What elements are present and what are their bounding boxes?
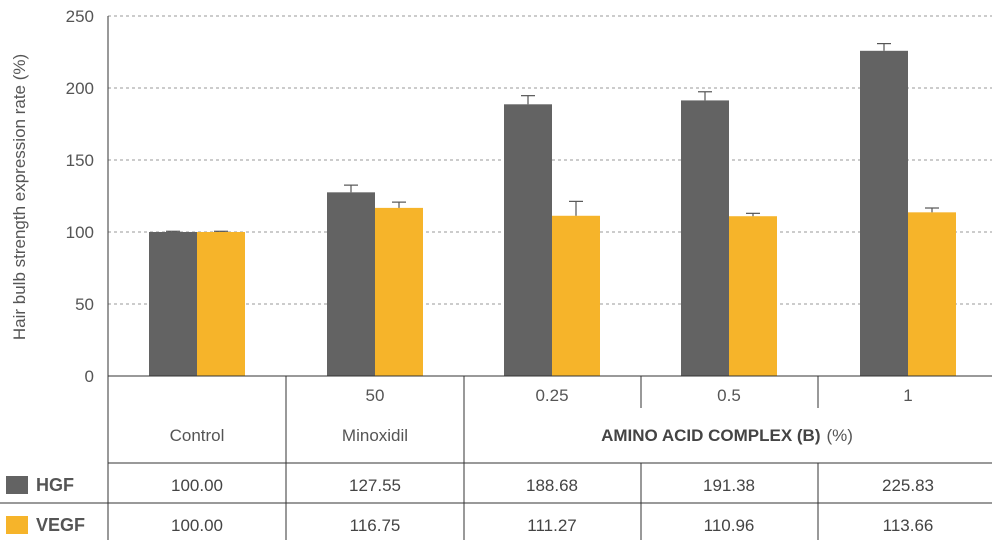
table-values: 100.00 127.55 188.68 191.38 225.83 100.00 116.…: [171, 476, 934, 535]
group-label-amino-acid-complex-unit: (%): [826, 426, 852, 445]
value-vegf-50: 116.75: [350, 516, 401, 535]
y-axis-label: Hair bulb strength expression rate (%): [10, 54, 29, 340]
value-vegf-0-5: 110.96: [704, 516, 755, 535]
group-label-amino-acid-complex: AMINO ACID COMPLEX (B) (%): [601, 426, 853, 445]
bar-hgf-0-25: [504, 104, 552, 377]
value-hgf-control: 100.00: [171, 476, 223, 495]
y-tick-labels: 0 50 100 150 200 250: [66, 7, 94, 386]
bar-hgf-1: [860, 50, 908, 376]
bar-hgf-control: [149, 232, 197, 376]
value-hgf-0-25: 188.68: [526, 476, 578, 495]
bar-vegf-0-25: [552, 215, 600, 376]
value-hgf-1: 225.83: [882, 476, 934, 495]
grid-lines: [107, 15, 992, 376]
error-bars: [166, 43, 939, 232]
y-tick-label-150: 150: [66, 151, 94, 170]
legend-swatch-hgf: [6, 476, 28, 494]
y-tick-label-0: 0: [85, 367, 94, 386]
legend-label-hgf: HGF: [36, 475, 74, 495]
value-vegf-control: 100.00: [171, 516, 223, 535]
bar-vegf-1: [908, 212, 956, 376]
group-label-minoxidil: Minoxidil: [342, 426, 408, 445]
category-label-complex-0-5: 0.5: [717, 386, 741, 405]
y-tick-label-200: 200: [66, 79, 94, 98]
value-hgf-0-5: 191.38: [703, 476, 755, 495]
group-label-control: Control: [170, 426, 225, 445]
y-tick-label-250: 250: [66, 7, 94, 26]
bar-hgf-0-5: [681, 100, 729, 376]
value-vegf-1: 113.66: [883, 516, 934, 535]
group-label-amino-acid-complex-bold: AMINO ACID COMPLEX (B): [601, 426, 820, 445]
legend-label-vegf: VEGF: [36, 515, 85, 535]
bar-hgf-50: [327, 192, 375, 376]
bar-vegf-0-5: [729, 216, 777, 376]
data-table: 50 0.25 0.5 1 Control Minoxidil AMINO AC…: [0, 375, 992, 540]
category-label-complex-0-25: 0.25: [535, 386, 568, 405]
bar-vegf-50: [375, 207, 423, 376]
bar-vegf-control: [197, 232, 245, 376]
value-vegf-0-25: 111.27: [527, 516, 576, 535]
category-label-complex-1: 1: [903, 386, 912, 405]
bars: [149, 50, 956, 377]
value-hgf-50: 127.55: [349, 476, 401, 495]
category-label-minoxidil-dose: 50: [366, 386, 385, 405]
y-tick-label-100: 100: [66, 223, 94, 242]
y-tick-label-50: 50: [75, 295, 94, 314]
legend-swatch-vegf: [6, 516, 28, 534]
